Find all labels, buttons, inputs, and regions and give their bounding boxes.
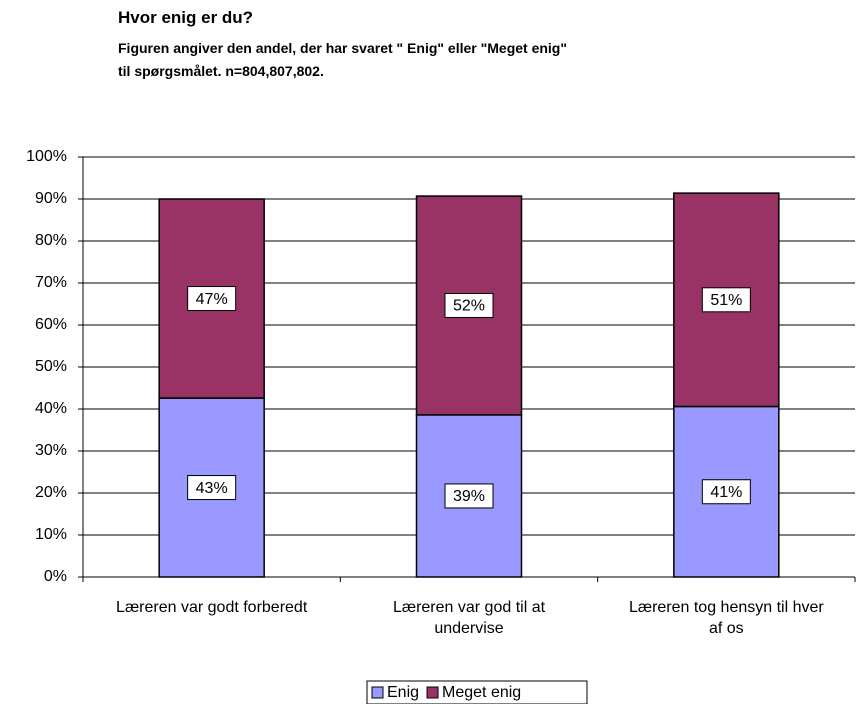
y-tick-label: 90% bbox=[35, 190, 67, 207]
data-label: 52% bbox=[453, 298, 485, 315]
y-tick-label: 60% bbox=[35, 316, 67, 333]
y-tick-label: 70% bbox=[35, 274, 67, 291]
y-tick-label: 100% bbox=[26, 148, 67, 165]
y-tick-label: 0% bbox=[44, 568, 67, 585]
data-label: 43% bbox=[196, 480, 228, 497]
x-tick-label: Læreren var godt forberedt bbox=[116, 599, 308, 616]
legend-box bbox=[366, 680, 588, 704]
data-label: 39% bbox=[453, 488, 485, 505]
data-label-box bbox=[187, 475, 237, 501]
legend-swatch bbox=[426, 686, 439, 699]
chart-title: Hvor enig er du? bbox=[118, 8, 254, 27]
legend-swatch bbox=[371, 686, 384, 699]
data-label-box bbox=[701, 479, 751, 505]
data-label: 41% bbox=[710, 484, 742, 501]
legend-label: Meget enig bbox=[442, 684, 521, 701]
data-label: 51% bbox=[710, 292, 742, 309]
data-label-box bbox=[444, 483, 494, 509]
x-tick-label: Læreren var god til at undervise bbox=[392, 599, 546, 637]
chart-subtitle: til spørgsmålet. n=804,807,802. bbox=[118, 63, 324, 79]
data-label-box bbox=[187, 286, 237, 312]
y-tick-label: 10% bbox=[35, 526, 67, 543]
data-label: 47% bbox=[196, 291, 228, 308]
y-tick-label: 20% bbox=[35, 484, 67, 501]
y-tick-label: 50% bbox=[35, 358, 67, 375]
data-label-box bbox=[701, 287, 751, 313]
y-tick-label: 80% bbox=[35, 232, 67, 249]
legend-label: Enig bbox=[387, 684, 419, 701]
x-tick-label: Læreren tog hensyn til hver af os bbox=[628, 599, 824, 637]
y-tick-label: 40% bbox=[35, 400, 67, 417]
data-label-box bbox=[444, 292, 494, 318]
chart-subtitle: Figuren angiver den andel, der har svare… bbox=[118, 40, 567, 56]
y-tick-label: 30% bbox=[35, 442, 67, 459]
